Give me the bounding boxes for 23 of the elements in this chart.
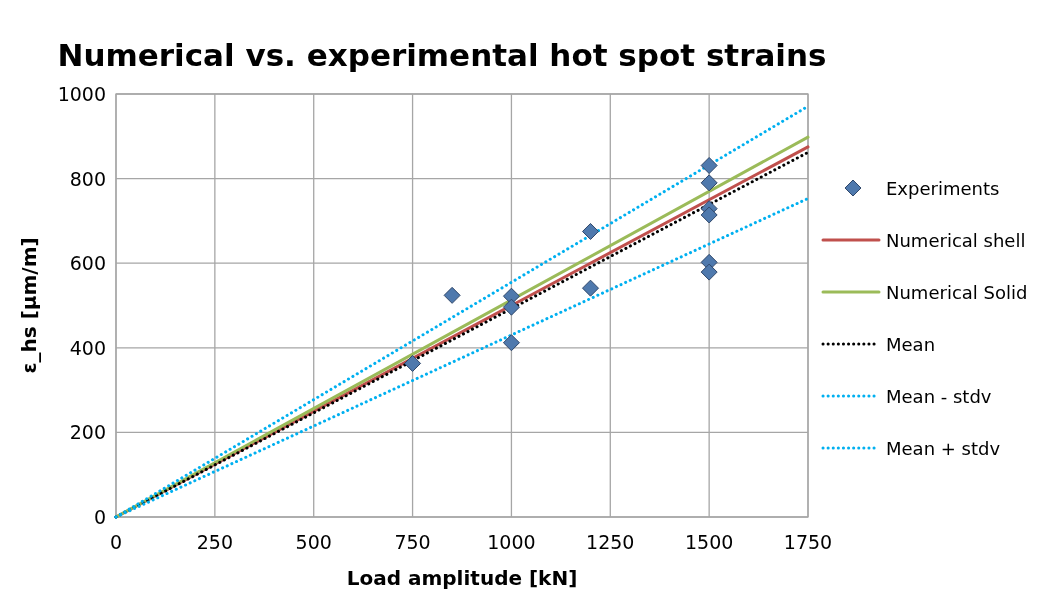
y-tick-label: 0 (93, 506, 106, 528)
legend-label: Mean (886, 334, 936, 355)
x-tick-label: 250 (196, 531, 233, 553)
legend-label: Numerical Solid (886, 282, 1028, 303)
x-tick-label: 1750 (783, 531, 833, 553)
x-axis-title: Load amplitude [kN] (346, 566, 578, 590)
x-tick-label: 1250 (586, 531, 635, 553)
y-axis-title: ε_hs [µm/m] (17, 237, 41, 374)
legend-label: Experiments (886, 178, 1000, 199)
y-tick-label: 1000 (57, 83, 106, 105)
x-tick-label: 1500 (684, 531, 734, 553)
legend-label: Mean + stdv (886, 438, 1001, 459)
x-tick-label: 500 (295, 531, 332, 553)
chart-title: Numerical vs. experimental hot spot strains (57, 37, 827, 73)
x-tick-label: 1000 (487, 531, 536, 553)
y-tick-label: 200 (69, 421, 106, 444)
y-tick-label: 400 (69, 336, 106, 359)
y-tick-label: 800 (69, 167, 106, 190)
y-tick-label: 600 (69, 252, 106, 275)
legend-label: Mean - stdv (886, 386, 992, 407)
x-tick-label: 750 (394, 531, 431, 553)
x-tick-label: 0 (109, 531, 123, 553)
legend-label: Numerical shell (886, 230, 1026, 251)
